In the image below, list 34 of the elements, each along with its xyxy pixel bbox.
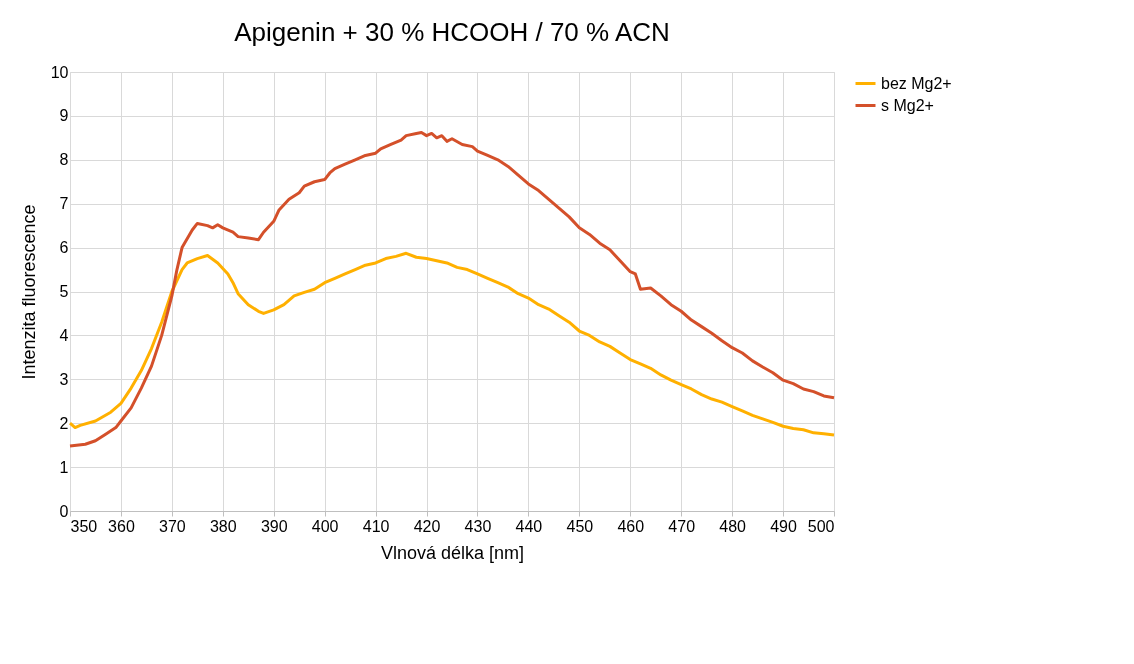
x-tick-label: 490 — [770, 517, 798, 535]
y-tick-label: 10 — [50, 63, 69, 81]
y-tick-label: 2 — [59, 414, 69, 432]
y-tick-label: 0 — [59, 502, 69, 520]
y-tick-label: 6 — [59, 239, 69, 257]
x-tick-label: 360 — [108, 517, 135, 535]
x-tick-label: 450 — [566, 517, 594, 535]
x-tick-label: 460 — [617, 517, 645, 535]
legend-label: s Mg2+ — [881, 96, 934, 114]
x-tick-label: 350 — [70, 517, 98, 535]
y-tick-label: 1 — [59, 458, 69, 476]
line-series — [68, 251, 836, 437]
x-axis-title: Vlnová délka [nm] — [380, 542, 525, 563]
x-tick-label: 370 — [159, 517, 186, 535]
x-tick-label: 500 — [807, 517, 835, 535]
x-tick-label: 420 — [413, 517, 441, 535]
x-tick-label: 480 — [719, 517, 747, 535]
y-axis-title: Intenzita fluorescence — [18, 204, 39, 380]
y-tick-label: 7 — [59, 195, 69, 213]
x-tick-label: 400 — [311, 517, 339, 535]
x-tick-label: 380 — [209, 517, 237, 535]
y-tick-label: 5 — [59, 283, 69, 300]
x-tick-label: 470 — [668, 517, 696, 535]
legend-label: bez Mg2+ — [881, 74, 952, 92]
x-tick-label: 390 — [260, 517, 288, 535]
y-tick-label: 8 — [59, 151, 69, 169]
line-series — [68, 131, 836, 448]
x-tick-label: 440 — [515, 517, 543, 535]
y-tick-label: 9 — [59, 107, 69, 125]
chart-title: Apigenin + 30 % HCOOH / 70 % ACN — [234, 17, 670, 47]
y-tick-label: 3 — [59, 370, 69, 388]
x-tick-label: 410 — [362, 517, 390, 535]
x-tick-label: 430 — [464, 517, 492, 535]
y-tick-label: 4 — [59, 326, 69, 344]
